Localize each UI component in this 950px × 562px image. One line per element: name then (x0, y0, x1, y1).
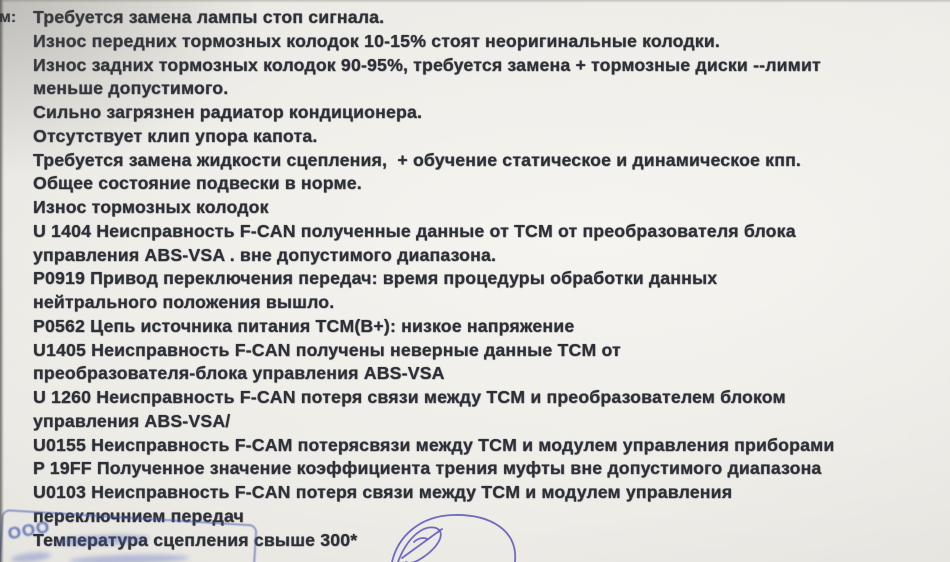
photo-top-edge (0, 0, 950, 3)
text-line: U1405 Неисправность F-CAN получены невер… (33, 339, 621, 360)
text-line: P0919 Привод переключения передач: время… (33, 268, 718, 289)
text-line: Сильно загрязнен радиатор кондиционера. (33, 102, 423, 122)
text-line: меньше допустимого. (33, 78, 229, 99)
stamp-org-type-text: ООО (6, 516, 52, 544)
text-line: U 1404 Неисправность F-CAN полученные да… (33, 220, 796, 241)
text-line: Требуется замена жидкости сцепления, + о… (33, 149, 802, 170)
text-line: управления ABS-VSA/ (33, 410, 231, 431)
text-line: Отсутствует клип упора капота. (33, 125, 318, 146)
left-margin-text-fragment: м: (0, 9, 17, 26)
text-line: управления ABS-VSA . вне допустимого диа… (33, 244, 497, 265)
text-line: Температура сцепления свыше 300* (33, 529, 358, 550)
text-line: Износ тормозных колодок (33, 197, 269, 217)
text-line: преобразователя-блока управления ABS-VSA (33, 363, 445, 384)
text-line: нейтрального положения вышло. (33, 292, 335, 312)
text-line: Износ передних тормозных колодок 10-15% … (33, 30, 720, 51)
stamp-faded-text-smudge (10, 550, 52, 562)
text-line: P0562 Цепь источника питания TCM(B+): ни… (33, 315, 575, 336)
text-line: переключнием передач (33, 505, 244, 526)
stamp-faded-text-smudge (69, 553, 190, 562)
text-line: U0155 Неисправность F-CAM потерясвязи ме… (33, 434, 835, 455)
text-line: Требуется замена лампы стоп сигнала. (33, 7, 385, 27)
photo-left-edge (0, 0, 4, 562)
stamp-faded-text-smudge (54, 533, 150, 548)
text-line: U 1260 Неисправность F-CAN потеря связи … (33, 387, 786, 407)
text-line: Износ задних тормозных колодок 90-95%, т… (33, 54, 821, 75)
text-line: U0103 Неисправность F-CAN потеря связи м… (33, 482, 733, 502)
report-text-block: Требуется замена лампы стоп сигнала. Изно… (33, 6, 946, 552)
text-line: Общее состояние подвески в норме. (33, 173, 362, 194)
text-line: P 19FF Полученное значение коэффициента … (33, 458, 822, 479)
